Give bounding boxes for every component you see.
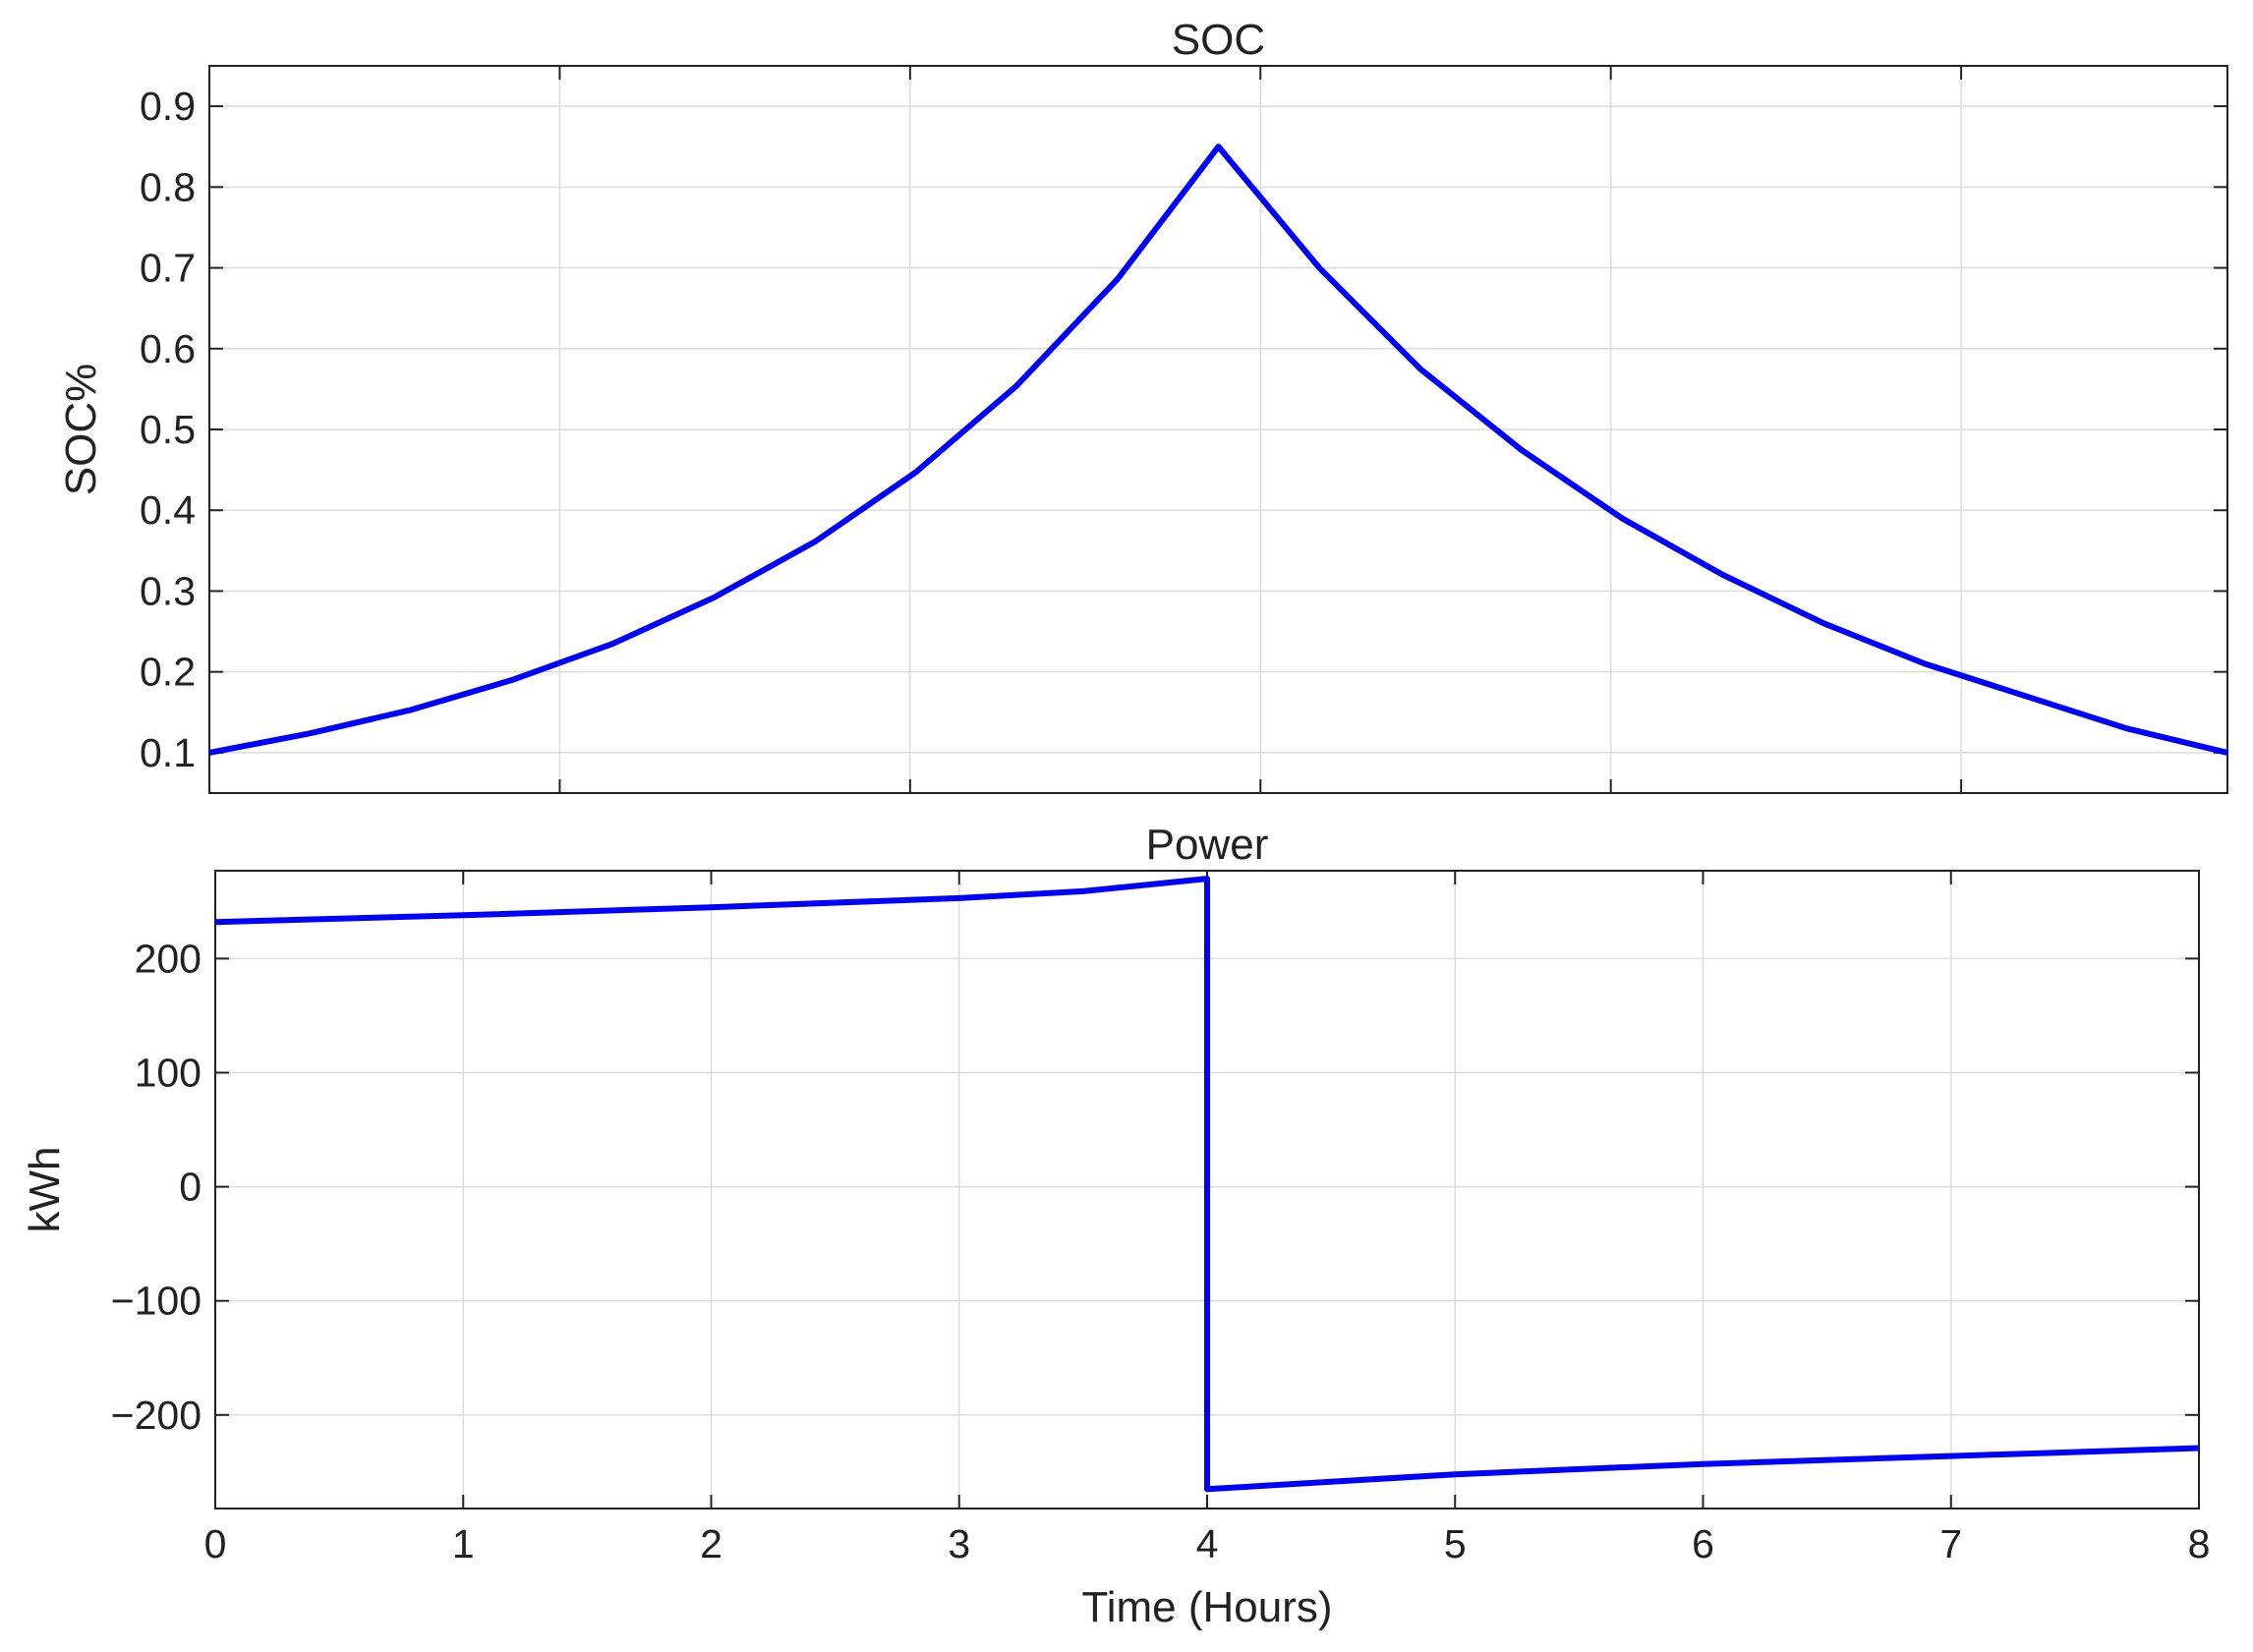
y-tick-label: 0.1 [140,730,196,775]
y-tick-label: 0 [179,1165,202,1210]
data-line [208,143,2228,756]
x-tick-label: 4 [1196,1521,1219,1567]
y-tick-label: 0.4 [140,487,196,533]
x-tick-label: 5 [1444,1521,1467,1567]
axes-box [208,65,2228,794]
chart-title: Power [1146,821,1269,869]
chart-title: SOC [1172,16,1265,64]
y-tick-label: 0.5 [140,407,196,452]
data-line [214,876,2200,1493]
y-tick-label: 0.2 [140,650,196,695]
axes-box [214,870,2200,1510]
y-tick-label: 0.6 [140,326,196,371]
x-tick-label: 3 [948,1521,970,1567]
y-axis-label: kWh [21,1147,69,1233]
y-tick-label: 100 [135,1050,202,1095]
x-tick-label: 7 [1939,1521,1962,1567]
y-tick-label: −100 [111,1279,202,1324]
y-tick-label: 0.9 [140,84,196,129]
y-tick-label: 0.7 [140,246,196,291]
y-axis-label: SOC% [57,364,105,495]
x-tick-label: 8 [2188,1521,2211,1567]
x-tick-label: 2 [700,1521,722,1567]
y-tick-label: 0.3 [140,568,196,613]
y-tick-label: −200 [111,1393,202,1438]
x-axis-label: Time (Hours) [1081,1583,1332,1631]
x-tick-label: 0 [204,1521,227,1567]
y-tick-label: 200 [135,936,202,981]
y-tick-label: 0.8 [140,164,196,209]
x-tick-label: 6 [1692,1521,1714,1567]
x-tick-label: 1 [452,1521,475,1567]
